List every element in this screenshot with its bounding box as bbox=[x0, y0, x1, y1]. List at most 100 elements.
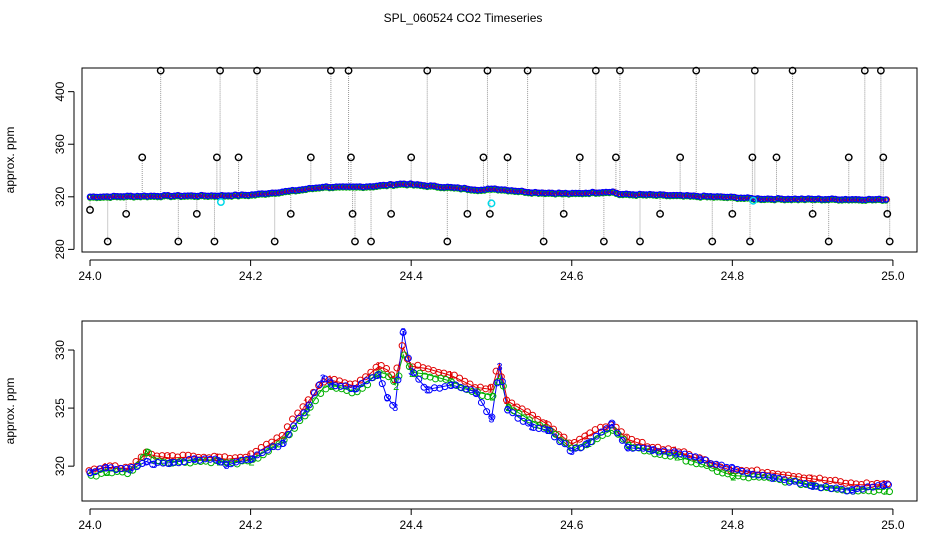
outlier-point bbox=[808, 209, 817, 218]
series-3-marker-label: 3 bbox=[376, 369, 382, 381]
series-3-point bbox=[524, 419, 532, 427]
outlier-point bbox=[656, 209, 664, 218]
series-3-point bbox=[530, 424, 538, 432]
baseline-point bbox=[157, 193, 165, 200]
outlier-point bbox=[599, 237, 608, 246]
baseline-point bbox=[818, 196, 826, 203]
baseline-point bbox=[484, 185, 492, 193]
baseline-point bbox=[616, 190, 623, 198]
series-3-point bbox=[817, 484, 825, 492]
series-2-point bbox=[614, 430, 622, 438]
series-1-point bbox=[831, 476, 839, 484]
top-y-tick-label: 400 bbox=[53, 81, 67, 101]
series-3-point bbox=[399, 328, 407, 336]
baseline-point bbox=[541, 189, 549, 197]
baseline-point bbox=[380, 181, 387, 189]
series-3-point bbox=[535, 425, 543, 433]
series-3-point bbox=[587, 438, 595, 446]
series-3-marker-label: 3 bbox=[729, 463, 735, 475]
baseline-point bbox=[353, 183, 360, 190]
series-3-point bbox=[274, 443, 282, 451]
series-3-point bbox=[86, 469, 94, 477]
baseline-point bbox=[713, 193, 721, 200]
outlier-point bbox=[234, 153, 243, 162]
series-3-marker-label: 3 bbox=[769, 473, 775, 485]
baseline-point bbox=[204, 192, 212, 200]
outlier-point bbox=[676, 153, 685, 162]
baseline-point bbox=[400, 180, 407, 188]
baseline-point bbox=[724, 193, 731, 201]
series-3-point bbox=[394, 376, 402, 384]
series-3-point bbox=[342, 382, 350, 390]
series-3-point bbox=[775, 474, 783, 482]
baseline-point bbox=[373, 182, 380, 190]
series-3-point bbox=[279, 440, 287, 448]
series-3-marker-label: 3 bbox=[191, 454, 197, 466]
baseline-point bbox=[680, 192, 687, 199]
series-3-point bbox=[269, 443, 277, 451]
baseline-point bbox=[322, 183, 330, 190]
series-1-point bbox=[805, 474, 813, 482]
baseline-point bbox=[299, 186, 306, 193]
series-1-point bbox=[821, 476, 829, 484]
top-x-tick-label: 24.0 bbox=[78, 269, 102, 283]
series-1-point bbox=[268, 438, 276, 446]
series-1-point bbox=[508, 399, 516, 407]
baseline-point bbox=[282, 187, 289, 195]
baseline-point bbox=[869, 196, 876, 203]
series-1-point bbox=[737, 466, 745, 474]
baseline-point bbox=[649, 191, 657, 198]
series-3-point bbox=[504, 406, 512, 414]
baseline-point bbox=[150, 192, 158, 200]
series-3-point bbox=[263, 446, 271, 454]
baseline-point bbox=[218, 191, 225, 199]
series-1-point bbox=[346, 380, 354, 388]
series-2-point bbox=[494, 377, 502, 385]
baseline-point bbox=[130, 193, 138, 200]
baseline-point bbox=[848, 196, 856, 203]
baseline-point bbox=[855, 196, 863, 203]
series-3-point bbox=[853, 485, 861, 493]
series-2-point bbox=[672, 451, 680, 459]
baseline-point bbox=[248, 191, 256, 198]
series-3-point bbox=[759, 471, 767, 479]
series-3-marker-label: 3 bbox=[304, 403, 310, 415]
series-1-point bbox=[576, 435, 584, 443]
series-2-point bbox=[322, 385, 330, 393]
bottom-panel: 24.0 24.2 24.4 24.6 24.8 25.0 320 325 330 approx.… bbox=[3, 320, 918, 532]
series-3-point bbox=[697, 456, 705, 464]
series-3-marker-label: 3 bbox=[352, 383, 358, 395]
outlier-point bbox=[348, 209, 357, 218]
series-3-point bbox=[410, 369, 418, 377]
outlier-point bbox=[591, 66, 600, 75]
series-3-point bbox=[843, 487, 851, 495]
series-3-point bbox=[91, 468, 99, 476]
top-x-tick-label: 24.4 bbox=[400, 269, 424, 283]
baseline-point bbox=[575, 189, 583, 197]
series-3-point bbox=[206, 455, 214, 463]
series-3-point bbox=[467, 386, 475, 394]
outlier-point bbox=[443, 237, 452, 246]
baseline-point bbox=[194, 192, 202, 200]
series-2-point bbox=[384, 373, 392, 381]
series-3-point bbox=[248, 455, 256, 463]
baseline-point bbox=[113, 192, 121, 200]
series-3-marker-label: 3 bbox=[151, 459, 157, 471]
outlier-point bbox=[103, 237, 112, 246]
series-2-marker-label: 2 bbox=[730, 471, 736, 483]
series-3-point bbox=[879, 482, 887, 490]
baseline-point bbox=[285, 187, 293, 195]
series-3-marker-label: 3 bbox=[103, 462, 109, 474]
baseline-point bbox=[464, 185, 472, 193]
series-3-point bbox=[305, 401, 313, 409]
baseline-point bbox=[154, 192, 161, 200]
baseline-point bbox=[663, 191, 670, 199]
baseline-point bbox=[730, 193, 738, 201]
baseline-point bbox=[258, 190, 266, 197]
series-2-point bbox=[478, 392, 486, 400]
series-3-point bbox=[806, 482, 814, 490]
outlier-point bbox=[216, 66, 224, 75]
series-3-point bbox=[571, 444, 579, 452]
